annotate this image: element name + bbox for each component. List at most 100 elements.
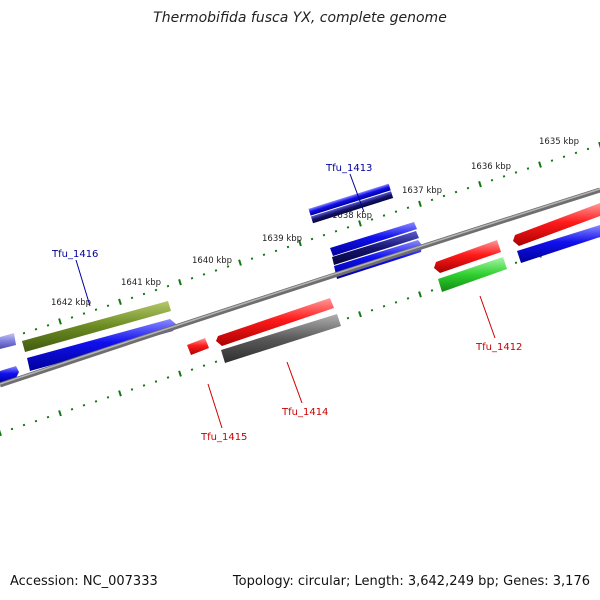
minor-tick	[550, 159, 554, 162]
minor-tick	[106, 304, 110, 308]
minor-tick	[346, 316, 350, 320]
minor-tick	[406, 297, 410, 300]
major-tick	[418, 200, 422, 207]
minor-tick	[466, 186, 470, 190]
genome-backbone	[0, 187, 600, 388]
minor-tick	[10, 427, 14, 431]
minor-tick	[514, 171, 518, 174]
minor-tick	[154, 380, 158, 383]
major-tick	[598, 141, 600, 149]
genome-summary-text: Topology: circular; Length: 3,642,249 bp…	[232, 574, 590, 589]
minor-tick	[370, 218, 374, 221]
minor-tick	[46, 324, 50, 327]
gene-forward-left-lavender[interactable]	[0, 333, 16, 349]
minor-tick	[442, 194, 446, 198]
minor-tick	[394, 210, 398, 213]
gene-tfu-1412-red[interactable]	[434, 240, 501, 273]
minor-tick	[430, 198, 434, 202]
gene-reverse-red-right[interactable]	[513, 203, 600, 246]
minor-tick	[34, 419, 38, 423]
accession-text: Accession: NC_007333	[10, 574, 158, 589]
gene-tfu-1415-bar[interactable]	[187, 338, 209, 355]
gene-tfu-1413-navy[interactable]	[332, 231, 419, 265]
minor-tick	[370, 308, 374, 312]
minor-tick	[394, 301, 398, 304]
minor-tick	[82, 312, 86, 315]
minor-tick	[250, 257, 254, 260]
leader-tfu-1413	[349, 173, 365, 213]
gene-tfu-1413-bar-2[interactable]	[310, 191, 394, 224]
minor-tick	[562, 155, 566, 159]
minor-tick	[142, 384, 146, 387]
major-tick	[118, 298, 122, 305]
gene-label-tfu-1414[interactable]: Tfu_1414	[281, 407, 328, 418]
gene-tfu-1413-bar[interactable]	[308, 183, 391, 216]
major-tick	[418, 291, 422, 298]
gene-tfu-1416-bar[interactable]	[22, 301, 171, 352]
major-tick	[178, 279, 182, 286]
gene-tfu-1413-upper[interactable]	[330, 222, 417, 256]
gene-forward-blue-edge[interactable]	[0, 366, 19, 383]
minor-tick	[214, 269, 218, 272]
minor-tick	[430, 289, 434, 292]
minor-tick	[130, 388, 134, 391]
major-tick	[58, 318, 62, 325]
leader-tfu-1412	[479, 295, 496, 339]
minor-tick	[310, 237, 314, 241]
tick-label: 1642 kbp	[51, 298, 91, 308]
gene-label-tfu-1412[interactable]: Tfu_1412	[475, 342, 522, 353]
minor-tick	[322, 233, 326, 237]
minor-tick	[70, 407, 74, 411]
gene-label-tfu-1416[interactable]: Tfu_1416	[51, 249, 98, 260]
outer-tick-dots	[0, 141, 600, 345]
gene-forward-blue-right[interactable]	[517, 225, 600, 263]
major-tick	[478, 181, 482, 188]
minor-tick	[130, 296, 134, 300]
minor-tick	[406, 206, 410, 210]
tick-label: 1636 kbp	[471, 162, 511, 172]
major-tick	[178, 370, 182, 377]
major-tick	[358, 311, 362, 318]
major-tick	[538, 161, 542, 168]
minor-tick	[82, 403, 86, 407]
minor-tick	[22, 423, 26, 427]
tick-label: 1640 kbp	[192, 256, 232, 266]
major-tick	[118, 390, 122, 397]
gene-forward-blue-left[interactable]	[27, 319, 176, 371]
minor-tick	[334, 229, 338, 233]
minor-tick	[586, 147, 590, 151]
leader-tfu-1415	[207, 383, 223, 429]
tick-label: 1635 kbp	[539, 137, 579, 147]
minor-tick	[514, 261, 518, 265]
tick-label: 1637 kbp	[402, 186, 442, 196]
minor-tick	[574, 151, 578, 155]
gene-tfu-1414-gray[interactable]	[221, 314, 341, 363]
leader-tfu-1414	[286, 361, 303, 404]
gene-tfu-1412-green[interactable]	[438, 257, 507, 292]
tick-label: 1639 kbp	[262, 234, 302, 244]
major-tick	[358, 220, 362, 227]
minor-tick	[502, 175, 506, 178]
tick-label: 1641 kbp	[121, 278, 161, 288]
minor-tick	[34, 327, 38, 331]
minor-tick	[286, 245, 290, 249]
major-tick	[298, 239, 302, 247]
minor-tick	[94, 400, 98, 403]
gene-tfu-1414-red[interactable]	[216, 298, 334, 346]
minor-tick	[382, 214, 386, 217]
gene-label-tfu-1413[interactable]: Tfu_1413	[325, 163, 372, 174]
minor-tick	[226, 265, 230, 268]
minor-tick	[94, 308, 98, 311]
minor-tick	[214, 360, 218, 364]
gene-label-tfu-1415[interactable]: Tfu_1415	[200, 432, 247, 443]
forward-strand	[308, 183, 394, 224]
minor-tick	[166, 284, 170, 288]
minor-tick	[154, 288, 158, 292]
minor-tick	[142, 292, 146, 296]
minor-tick	[490, 178, 494, 182]
major-tick	[238, 259, 242, 266]
minor-tick	[166, 376, 170, 379]
minor-tick	[346, 226, 350, 229]
tick-label: 1638 kbp	[332, 211, 372, 221]
